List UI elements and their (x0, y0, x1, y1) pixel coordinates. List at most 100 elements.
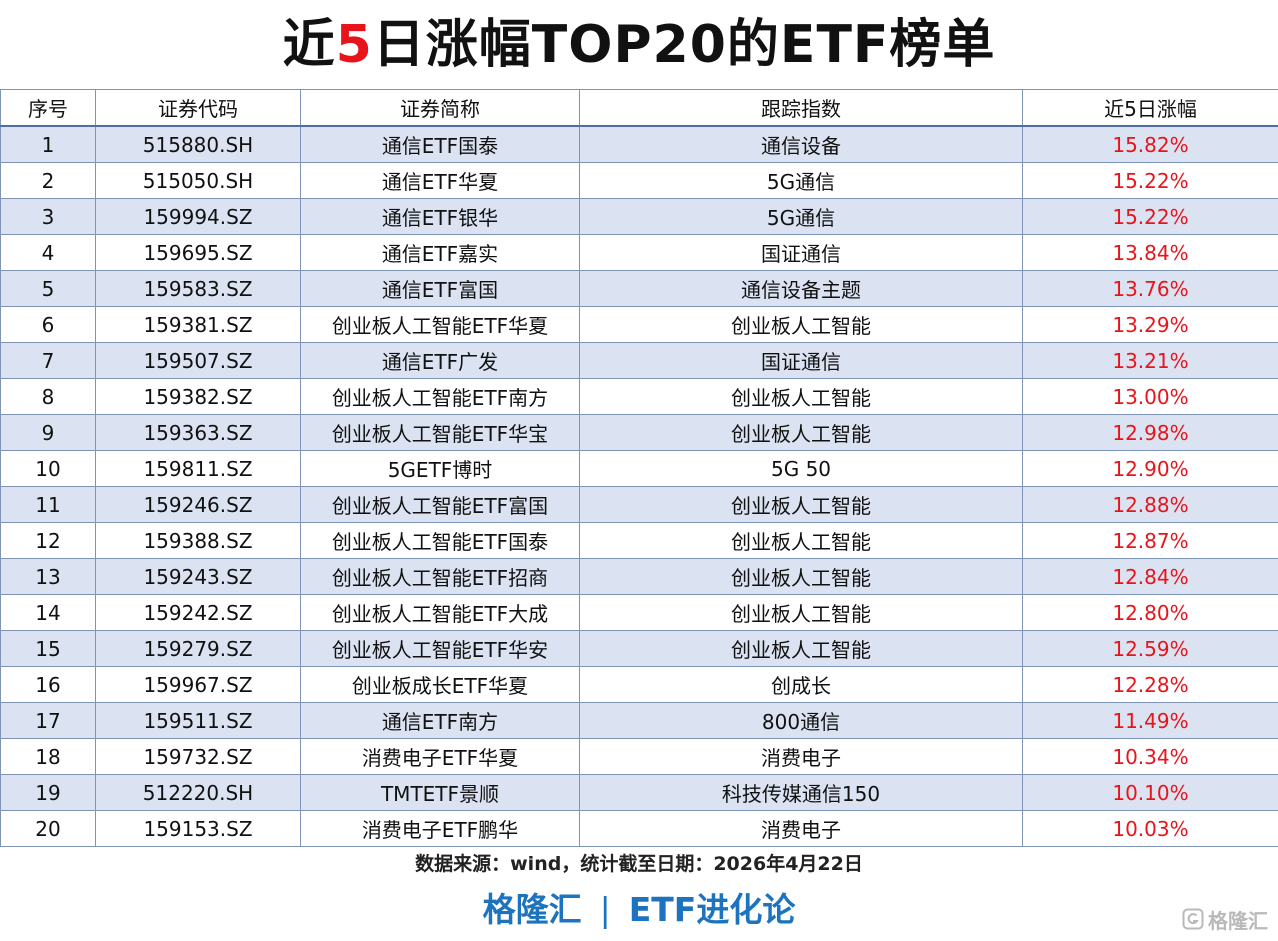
rank-cell: 15 (0, 630, 96, 667)
tracking-index-cell: 创业板人工智能 (579, 414, 1023, 451)
table-row: 14 159242.SZ 创业板人工智能ETF大成 创业板人工智能 12.80% (0, 594, 1278, 631)
rank-cell: 2 (0, 162, 96, 199)
header-5day-gain: 近5日涨幅 (1022, 89, 1278, 127)
gain-cell: 12.59% (1022, 630, 1278, 667)
code-cell: 159811.SZ (95, 450, 301, 487)
table-row: 16 159967.SZ 创业板成长ETF华夏 创成长 12.28% (0, 666, 1278, 703)
header-code: 证券代码 (95, 89, 301, 127)
code-cell: 159695.SZ (95, 234, 301, 271)
gain-cell: 11.49% (1022, 702, 1278, 739)
rank-cell: 8 (0, 378, 96, 415)
fund-name-cell: 通信ETF嘉实 (300, 234, 580, 271)
gain-cell: 13.29% (1022, 306, 1278, 343)
code-cell: 159967.SZ (95, 666, 301, 703)
etf-ranking-table: 序号 证券代码 证券简称 跟踪指数 近5日涨幅 1 515880.SH 通信ETF国泰 通信设… (0, 89, 1278, 847)
fund-name-cell: 5GETF博时 (300, 450, 580, 487)
tracking-index-cell: 创业板人工智能 (579, 378, 1023, 415)
table-row: 20 159153.SZ 消费电子ETF鹏华 消费电子 10.03% (0, 810, 1278, 847)
fund-name-cell: 创业板成长ETF华夏 (300, 666, 580, 703)
tracking-index-cell: 5G通信 (579, 162, 1023, 199)
fund-name-cell: 通信ETF南方 (300, 702, 580, 739)
gain-cell: 15.82% (1022, 125, 1278, 163)
table-row: 13 159243.SZ 创业板人工智能ETF招商 创业板人工智能 12.84% (0, 558, 1278, 595)
table-row: 19 512220.SH TMTETF景顺 科技传媒通信150 10.10% (0, 774, 1278, 811)
table-row: 18 159732.SZ 消费电子ETF华夏 消费电子 10.34% (0, 738, 1278, 775)
code-cell: 512220.SH (95, 774, 301, 811)
code-cell: 159242.SZ (95, 594, 301, 631)
table-header: 序号 证券代码 证券简称 跟踪指数 近5日涨幅 (0, 89, 1278, 127)
table-row: 12 159388.SZ 创业板人工智能ETF国泰 创业板人工智能 12.87% (0, 522, 1278, 559)
tracking-index-cell: 创业板人工智能 (579, 306, 1023, 343)
gain-cell: 13.00% (1022, 378, 1278, 415)
header-index: 序号 (0, 89, 96, 127)
table-row: 1 515880.SH 通信ETF国泰 通信设备 15.82% (0, 125, 1278, 163)
rank-cell: 12 (0, 522, 96, 559)
tracking-index-cell: 消费电子 (579, 738, 1023, 775)
rank-cell: 11 (0, 486, 96, 523)
table-row: 9 159363.SZ 创业板人工智能ETF华宝 创业板人工智能 12.98% (0, 414, 1278, 451)
rank-cell: 5 (0, 270, 96, 307)
title-suffix: 日涨幅TOP20的ETF榜单 (372, 15, 996, 75)
brand-footer: 格隆汇 | ETF进化论 (0, 885, 1278, 935)
fund-name-cell: 通信ETF华夏 (300, 162, 580, 199)
rank-cell: 13 (0, 558, 96, 595)
gain-cell: 12.98% (1022, 414, 1278, 451)
rank-cell: 18 (0, 738, 96, 775)
code-cell: 159246.SZ (95, 486, 301, 523)
fund-name-cell: 通信ETF广发 (300, 342, 580, 379)
code-cell: 159381.SZ (95, 306, 301, 343)
code-cell: 515050.SH (95, 162, 301, 199)
table-row: 15 159279.SZ 创业板人工智能ETF华安 创业板人工智能 12.59% (0, 630, 1278, 667)
gain-cell: 12.80% (1022, 594, 1278, 631)
rank-cell: 9 (0, 414, 96, 451)
tracking-index-cell: 国证通信 (579, 342, 1023, 379)
table-row: 6 159381.SZ 创业板人工智能ETF华夏 创业板人工智能 13.29% (0, 306, 1278, 343)
tracking-index-cell: 创业板人工智能 (579, 558, 1023, 595)
gain-cell: 12.88% (1022, 486, 1278, 523)
code-cell: 159511.SZ (95, 702, 301, 739)
fund-name-cell: 通信ETF银华 (300, 198, 580, 235)
fund-name-cell: 创业板人工智能ETF国泰 (300, 522, 580, 559)
tracking-index-cell: 通信设备 (579, 125, 1023, 163)
fund-name-cell: 创业板人工智能ETF招商 (300, 558, 580, 595)
code-cell: 159382.SZ (95, 378, 301, 415)
rank-cell: 10 (0, 450, 96, 487)
code-cell: 159153.SZ (95, 810, 301, 847)
gain-cell: 13.84% (1022, 234, 1278, 271)
tracking-index-cell: 创业板人工智能 (579, 594, 1023, 631)
page-title: 近5日涨幅TOP20的ETF榜单 (0, 8, 1278, 82)
tracking-index-cell: 通信设备主题 (579, 270, 1023, 307)
watermark: 格隆汇 (1182, 905, 1268, 933)
header-tracking-index: 跟踪指数 (579, 89, 1023, 127)
rank-cell: 14 (0, 594, 96, 631)
tracking-index-cell: 创成长 (579, 666, 1023, 703)
fund-name-cell: 通信ETF国泰 (300, 125, 580, 163)
fund-name-cell: 创业板人工智能ETF华安 (300, 630, 580, 667)
code-cell: 159279.SZ (95, 630, 301, 667)
data-source-note: 数据来源：wind，统计截至日期：2026年4月22日 (415, 853, 863, 875)
table-row: 2 515050.SH 通信ETF华夏 5G通信 15.22% (0, 162, 1278, 199)
code-cell: 159388.SZ (95, 522, 301, 559)
code-cell: 159363.SZ (95, 414, 301, 451)
code-cell: 159243.SZ (95, 558, 301, 595)
rank-cell: 7 (0, 342, 96, 379)
gain-cell: 15.22% (1022, 198, 1278, 235)
rank-cell: 17 (0, 702, 96, 739)
fund-name-cell: 创业板人工智能ETF南方 (300, 378, 580, 415)
fund-name-cell: 创业板人工智能ETF大成 (300, 594, 580, 631)
gain-cell: 12.87% (1022, 522, 1278, 559)
rank-cell: 20 (0, 810, 96, 847)
rank-cell: 16 (0, 666, 96, 703)
table-row: 10 159811.SZ 5GETF博时 5G 50 12.90% (0, 450, 1278, 487)
header-row: 序号 证券代码 证券简称 跟踪指数 近5日涨幅 (0, 89, 1278, 127)
fund-name-cell: 创业板人工智能ETF富国 (300, 486, 580, 523)
gain-cell: 10.03% (1022, 810, 1278, 847)
brand-column-name: ETF进化论 (628, 890, 796, 929)
code-cell: 515880.SH (95, 125, 301, 163)
gain-cell: 13.21% (1022, 342, 1278, 379)
tracking-index-cell: 创业板人工智能 (579, 486, 1023, 523)
title-prefix: 近 (282, 15, 336, 75)
gain-cell: 10.10% (1022, 774, 1278, 811)
code-cell: 159994.SZ (95, 198, 301, 235)
tracking-index-cell: 5G 50 (579, 450, 1023, 487)
